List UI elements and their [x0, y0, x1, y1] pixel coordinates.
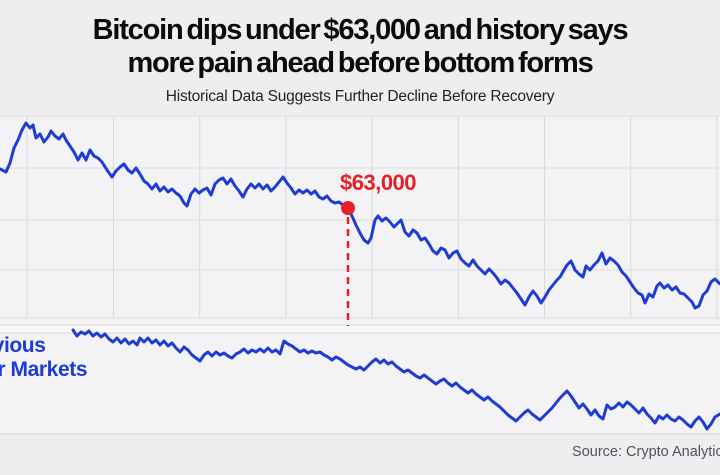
page-title-line2: more pain ahead before bottom forms	[127, 47, 593, 79]
page-title: Bitcoin dips under $63,000 and history s…	[0, 14, 720, 80]
source-attribution: Source: Crypto Analytics	[572, 444, 720, 460]
page-title-line1: Bitcoin dips under $63,000 and history s…	[92, 14, 629, 46]
page-subtitle: Historical Data Suggests Further Decline…	[165, 88, 555, 105]
previous-bear-markets-line	[71, 328, 720, 431]
price-annotation-label: $63,000	[340, 170, 417, 195]
previous-bear-markets-label: Previous Bear Markets	[0, 334, 88, 381]
annotation-marker-dot	[341, 201, 355, 215]
current-price-line	[0, 121, 720, 310]
panel-divider-strip	[0, 325, 720, 333]
